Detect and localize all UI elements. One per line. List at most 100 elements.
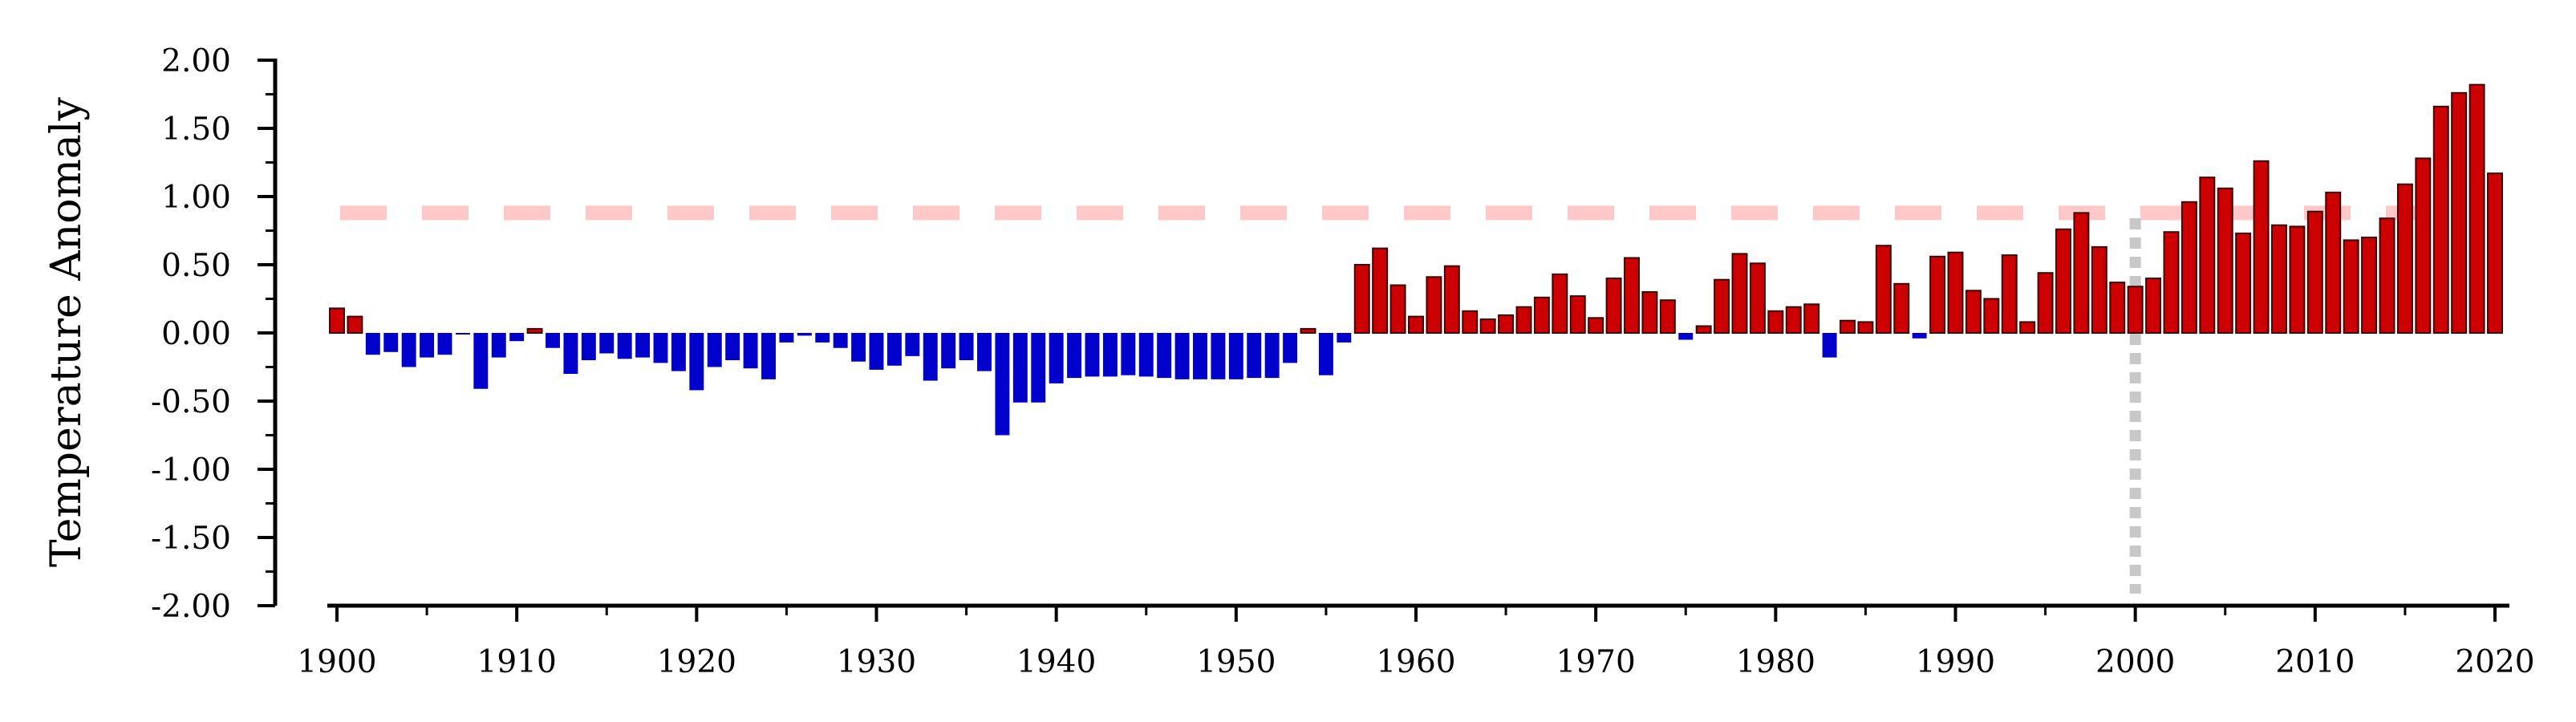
bar-2012	[2343, 239, 2359, 334]
bar-2004	[2199, 176, 2216, 334]
bars	[329, 83, 2503, 436]
bar-1940	[1049, 333, 1064, 383]
x-tick-label: 1900	[297, 644, 376, 680]
bar-1932	[905, 333, 920, 356]
bar-1978	[1731, 253, 1748, 334]
bar-1929	[851, 333, 866, 362]
bar-1992	[1983, 298, 2000, 334]
bar-1936	[977, 333, 992, 371]
bar-1948	[1193, 333, 1207, 379]
bar-1989	[1929, 255, 1946, 334]
x-tick-label: 1940	[1016, 644, 1096, 680]
bar-1921	[707, 333, 722, 367]
bar-1946	[1157, 333, 1172, 379]
x-tick-label: 1950	[1196, 644, 1276, 680]
bar-1939	[1031, 333, 1046, 403]
y-ticks: 2.00 1.50 1.00 0.50 0.00 -0.50 -1.00 -1.50 -2.00	[151, 43, 275, 625]
bar-2003	[2180, 201, 2197, 334]
x-tick-label: 1920	[657, 644, 736, 680]
bar-1909	[491, 333, 506, 358]
bar-1984	[1840, 319, 1856, 335]
x-tick-label: 1930	[837, 644, 916, 680]
bar-2018	[2451, 91, 2468, 335]
bar-2001	[2145, 278, 2162, 334]
bar-1942	[1085, 333, 1100, 377]
bar-2002	[2163, 231, 2180, 335]
bar-1981	[1785, 306, 1802, 335]
bar-2017	[2432, 105, 2449, 335]
bar-1933	[923, 333, 938, 381]
x-tick-label: 1980	[1736, 644, 1815, 680]
bar-2007	[2253, 160, 2270, 334]
bar-1959	[1389, 284, 1406, 334]
bar-1987	[1893, 282, 1910, 334]
bar-1920	[689, 333, 704, 391]
bar-1952	[1264, 333, 1280, 379]
bar-2019	[2468, 83, 2485, 334]
bar-1983	[1822, 333, 1837, 358]
bar-1912	[546, 333, 560, 348]
y-tick-label: -0.50	[151, 384, 231, 420]
bar-1988	[1912, 333, 1927, 339]
bar-1964	[1479, 318, 1496, 334]
bar-1965	[1498, 314, 1515, 334]
x-ticks: 1900 1910 1920 1930 1940 1950 1960 1970 1980 1990…	[297, 606, 2535, 680]
bar-1944	[1121, 333, 1136, 375]
bar-1974	[1659, 299, 1676, 335]
bar-1910	[509, 333, 525, 342]
bar-1985	[1857, 321, 1874, 334]
y-tick-label: 1.00	[161, 180, 231, 216]
bar-2006	[2235, 232, 2252, 334]
bar-2013	[2361, 237, 2378, 334]
bar-1935	[959, 333, 974, 360]
bar-1908	[473, 333, 489, 389]
bar-1901	[347, 315, 363, 335]
bar-1982	[1803, 303, 1820, 334]
bar-1979	[1749, 262, 1766, 334]
bar-1925	[779, 333, 794, 343]
bar-1968	[1552, 273, 1568, 334]
bar-1911	[526, 327, 543, 334]
bar-1927	[815, 333, 830, 343]
bar-1937	[995, 333, 1010, 436]
bar-1916	[617, 333, 632, 359]
y-tick-label: -2.00	[151, 589, 231, 625]
x-tick-label: 1990	[1916, 644, 1995, 680]
bar-1914	[581, 333, 596, 360]
bar-1976	[1695, 325, 1712, 334]
y-tick-label: 0.50	[161, 248, 231, 284]
bar-1924	[761, 333, 776, 379]
bar-1951	[1247, 333, 1262, 379]
bar-1954	[1300, 327, 1316, 334]
bar-1955	[1318, 333, 1333, 375]
bar-1963	[1462, 310, 1479, 334]
bar-1967	[1533, 296, 1550, 334]
bar-1986	[1875, 245, 1892, 335]
bar-1973	[1641, 291, 1658, 334]
bar-1994	[2019, 321, 2036, 334]
bar-2009	[2289, 225, 2306, 334]
bar-1962	[1443, 265, 1460, 335]
bar-1915	[599, 333, 615, 354]
bar-1943	[1102, 333, 1118, 377]
bar-1990	[1947, 251, 1964, 335]
bar-1970	[1588, 317, 1604, 334]
bar-1938	[1012, 333, 1028, 403]
bar-1950	[1228, 333, 1243, 379]
x-tick-label: 1970	[1556, 644, 1636, 680]
bar-1918	[653, 333, 668, 363]
bar-1906	[437, 333, 452, 355]
bar-1926	[797, 333, 812, 336]
bar-1966	[1515, 306, 1532, 335]
bar-1913	[563, 333, 578, 374]
bar-2014	[2379, 217, 2395, 335]
bar-1996	[2055, 228, 2071, 334]
bar-1977	[1714, 278, 1730, 335]
bar-1971	[1605, 278, 1622, 334]
bar-1923	[743, 333, 758, 369]
bar-1969	[1569, 295, 1586, 335]
y-axis-title: Temperature Anomaly	[43, 96, 91, 566]
bar-1922	[725, 333, 740, 360]
bar-1934	[941, 333, 956, 369]
